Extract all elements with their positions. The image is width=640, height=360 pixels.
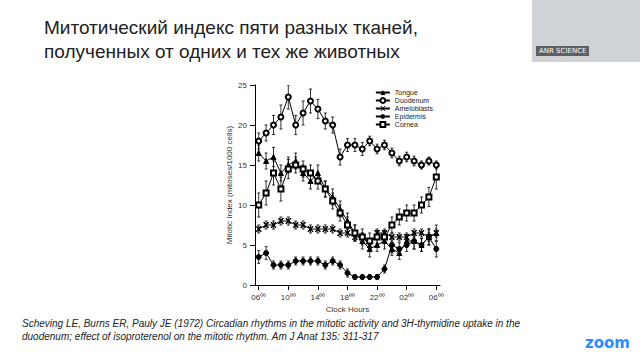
svg-text:06⁰⁰: 06⁰⁰ [251,293,266,302]
svg-text:10: 10 [238,201,247,210]
svg-text:20: 20 [238,121,247,130]
html-text:zoom: zoom [585,334,630,352]
svg-text:06⁰⁰: 06⁰⁰ [429,293,444,302]
svg-text:18⁰⁰: 18⁰⁰ [340,293,355,302]
html-text:Scheving LE, Burns ER, Pauly J: Scheving LE, Burns ER, Pauly JE (1972) C… [22,318,520,342]
svg-text:Epidermis: Epidermis [395,113,427,121]
svg-text:Tongue: Tongue [395,89,418,97]
svg-text:14⁰⁰: 14⁰⁰ [310,293,325,302]
svg-text:Duodenum: Duodenum [395,97,429,104]
html-text:ANR SCIENCE: ANR SCIENCE [539,47,587,55]
html-text:Митотический индекс пяти разны: Митотический индекс пяти разных тканей, … [44,17,418,62]
svg-text:Cornea: Cornea [395,121,418,128]
svg-text:Ameloblasts: Ameloblasts [395,105,434,112]
svg-text:22⁰⁰: 22⁰⁰ [370,293,385,302]
svg-text:15: 15 [238,161,247,170]
svg-text:0: 0 [243,281,248,290]
svg-text:Clock Hours: Clock Hours [326,305,370,314]
svg-text:5: 5 [243,241,248,250]
svg-text:02⁰⁰: 02⁰⁰ [399,293,414,302]
svg-text:Mitotic Index (mitoses/1000 ce: Mitotic Index (mitoses/1000 cells) [225,126,234,245]
svg-text:25: 25 [238,81,247,90]
svg-text:10⁰⁰: 10⁰⁰ [281,293,296,302]
